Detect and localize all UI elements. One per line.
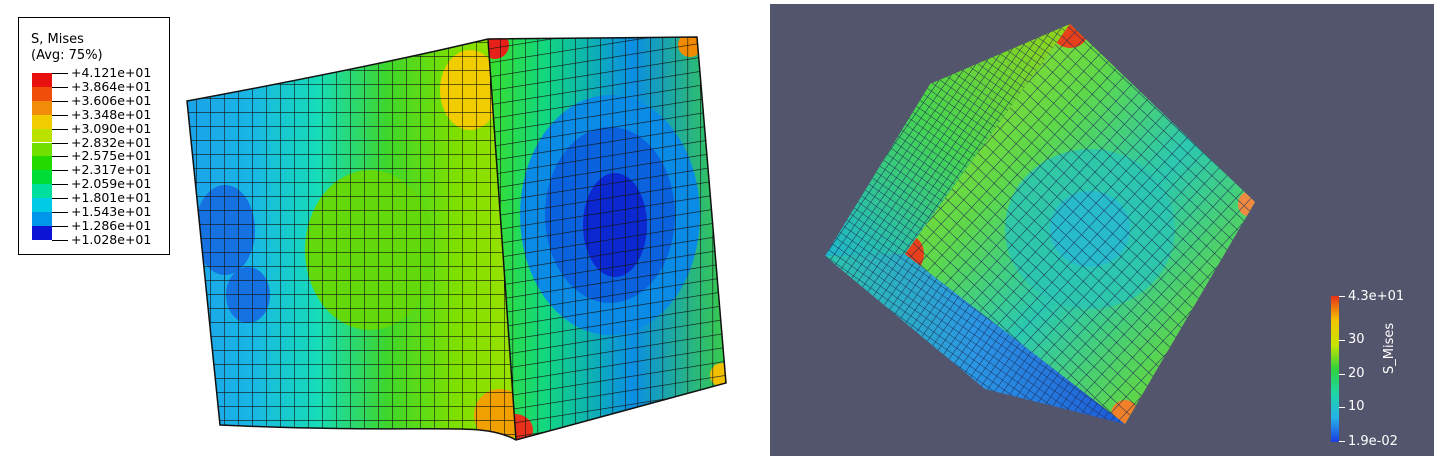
legend-swatch [32,142,52,157]
pv-tick-label: 30 [1348,331,1365,347]
legend-level-label: +3.606e+01 [71,92,152,108]
legend-subtitle: (Avg: 75%) [31,48,103,63]
legend-tick [52,156,68,158]
legend-swatch [32,73,52,87]
pv-tick [1339,407,1345,409]
legend-tick [52,212,68,213]
legend-tick [52,184,68,186]
legend-level-label: +3.348e+01 [71,106,152,122]
legend-swatch [32,128,52,143]
abaqus-viewport[interactable]: S, Mises (Avg: 75%) +4.121e+01 +3.864e+01… [0,0,762,468]
legend-tick [52,142,68,144]
legend-level-label: +1.801e+01 [71,190,152,206]
legend-swatch [32,184,52,199]
legend-swatch [32,212,52,226]
pv-tick-max [1339,296,1345,297]
legend-level-label: +2.575e+01 [71,148,152,164]
pv-label-max: 4.3e+01 [1348,289,1405,304]
legend-level-label: +4.121e+01 [71,65,152,80]
paraview-rotated-cube [825,24,1255,424]
legend-title: S, Mises [31,32,84,47]
legend-swatch [32,170,52,185]
legend-level-label: +2.059e+01 [71,176,152,192]
legend-tick [52,239,68,241]
legend-swatch [32,100,52,115]
pv-tick-label: 20 [1348,365,1365,381]
legend-swatch [32,225,52,240]
pv-tick [1339,339,1345,341]
legend-tick [52,198,68,200]
abaqus-contour-legend: S, Mises (Avg: 75%) +4.121e+01 +3.864e+01… [18,17,170,255]
legend-tick [52,114,68,116]
legend-level-label: +2.317e+01 [71,162,152,178]
legend-tick [52,73,68,74]
legend-tick [52,86,68,88]
legend-level-label: +3.864e+01 [71,78,152,94]
cube-left-face [187,39,516,440]
cube-right-face [488,37,726,440]
legend-tick [52,170,68,172]
paraview-colorbar [1331,296,1339,442]
pv-tick [1339,373,1345,375]
legend-tick [52,100,68,102]
legend-level-label: +1.286e+01 [71,217,152,233]
pv-tick-min [1339,441,1345,442]
legend-level-label: +2.832e+01 [71,134,152,150]
legend-swatch [32,156,52,171]
legend-level-label: +1.028e+01 [71,231,152,247]
pv-colorbar-title: S_Mises [1382,322,1397,374]
legend-swatch [32,86,52,101]
legend-level-label: +3.090e+01 [71,120,152,136]
legend-level-label: +1.543e+01 [71,204,152,219]
legend-swatch [32,198,52,212]
abaqus-deformed-cube [186,36,727,441]
pv-tick-label: 10 [1348,399,1365,415]
legend-swatch [32,114,52,129]
paraview-viewport[interactable]: 4.3e+01 30 20 10 1.9e-02 S_Mises [770,4,1434,456]
legend-tick [52,225,68,227]
pv-label-min: 1.9e-02 [1348,434,1398,449]
legend-tick [52,128,68,130]
